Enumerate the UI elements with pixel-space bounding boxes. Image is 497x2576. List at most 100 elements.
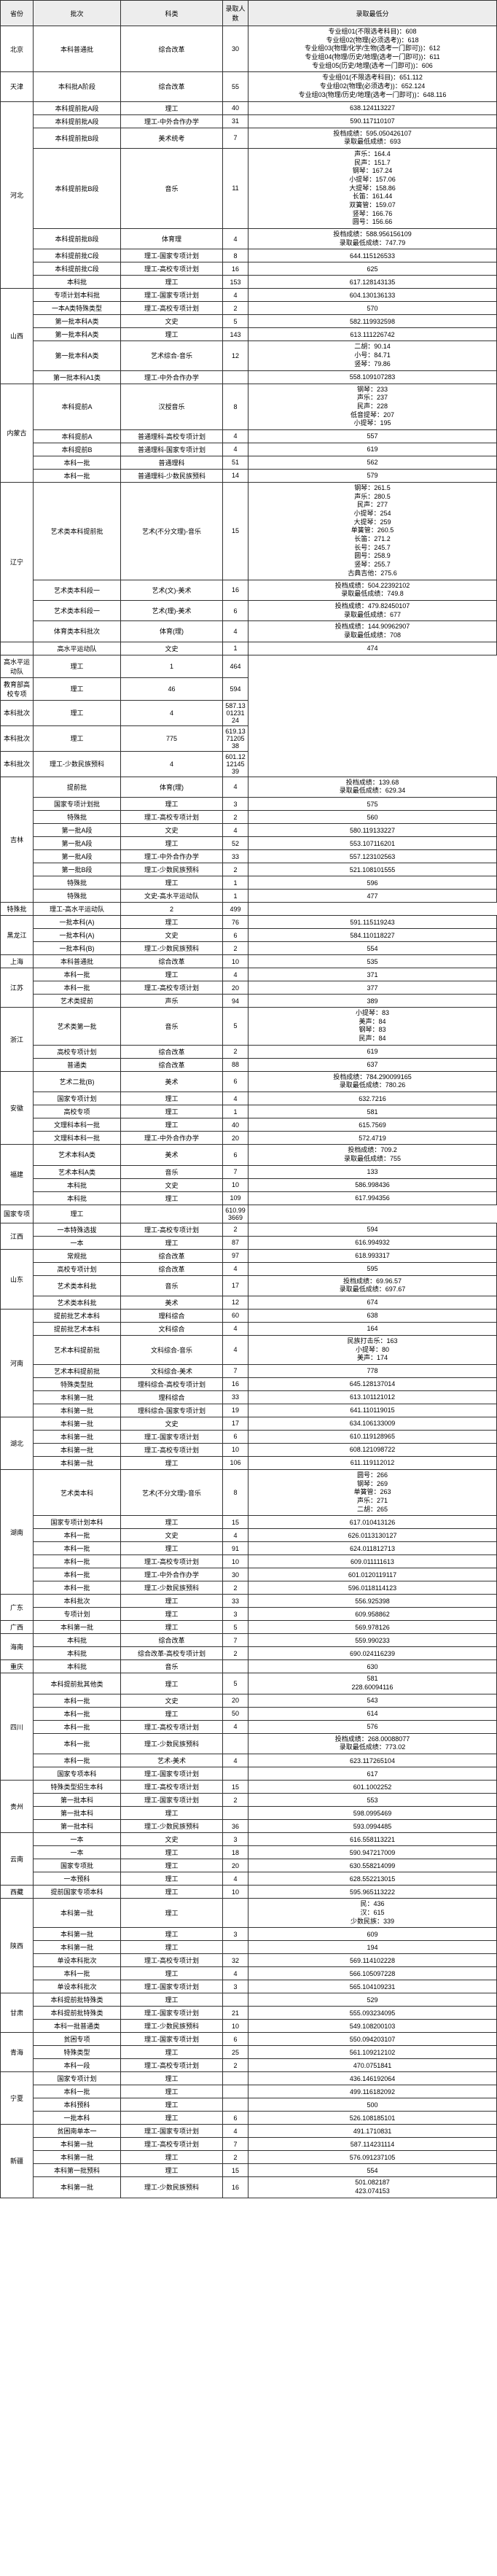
cell-score: 608.121098722 [248,1443,497,1456]
cell-batch: 教育部高校专项 [1,677,34,700]
cell-subject: 文史 [121,929,223,942]
table-row: 体育类本科批次体育(理)4投档成绩：144.90962907录取最低成绩：708 [1,621,497,642]
cell-subject: 音乐 [121,1275,223,1296]
table-row: 高校专项计划综合改革2619 [1,1045,497,1058]
cell-subject: 理工 [121,1941,223,1954]
table-row: 本科一批普通理科-少数民族预科14579 [1,469,497,482]
cell-score: 617.128143135 [248,276,497,289]
table-row: 高水平运动队文史1474 [1,642,497,655]
table-row: 本科批理工109617.994356 [1,1191,497,1205]
cell-batch: 本科一批普通类 [34,2020,121,2033]
cell-subject: 文史 [121,642,223,655]
cell-province: 河北 [1,101,34,289]
cell-count: 4 [223,1092,248,1105]
cell-batch: 本科批A阶段 [34,72,121,101]
cell-count [223,1660,248,1673]
cell-subject: 美术 [121,1145,223,1165]
cell-province: 甘肃 [1,1993,34,2033]
cell-score: 556.925398 [248,1595,497,1608]
cell-count: 31 [223,114,248,128]
cell-batch: 国家专项批 [34,1859,121,1872]
cell-batch: 一本预科 [34,1872,121,1886]
cell-count: 1 [223,890,248,903]
cell-score: 559.990233 [248,1634,497,1647]
cell-batch: 艺术类本科段一 [34,600,121,620]
cell-score: 钢琴：233声乐：237民声：228低音提琴：207小提琴：195 [248,384,497,429]
table-row: 本科提前批B段体育理4投档成绩：588.956156109录取最低成绩：747.… [1,229,497,249]
score-line: 长笛：161.44 [251,192,494,201]
score-line: 钢琴：233 [251,386,494,394]
cell-count: 4 [223,777,248,797]
cell-count: 153 [223,276,248,289]
cell-subject: 声乐 [121,995,223,1008]
cell-count: 16 [223,1377,248,1390]
table-row: 四川本科提前批其他类理工5581228.60094116 [1,1673,497,1694]
cell-score: 634.106133009 [248,1417,497,1430]
table-row: 山东常规批综合改革97618.993317 [1,1249,497,1262]
table-row: 国家专项计划本科理工15617.010413126 [1,1516,497,1529]
cell-subject: 理工-高校专项计划 [121,302,223,315]
table-row: 本科批次理工775619.137120538 [1,725,497,751]
cell-count: 3 [223,1928,248,1941]
cell-batch: 高校专项 [34,1105,121,1118]
cell-batch: 一批本科 [34,2112,121,2125]
cell-batch: 特殊批 [34,890,121,903]
cell-count: 10 [223,1443,248,1456]
cell-count [223,2085,248,2098]
score-line: 二胡：265 [251,1506,494,1514]
table-row: 艺术类本科批音乐17投档成绩：69.96.57录取最低成绩：697.67 [1,1275,497,1296]
cell-score: 558.109107283 [248,370,497,384]
cell-batch: 本科一批 [34,1581,121,1595]
table-row: 本科提前批特殊类理工-国家专项计划21555.093234095 [1,2007,497,2020]
cell-subject: 理工-少数民族预科 [121,1581,223,1595]
cell-subject: 理工 [121,1236,223,1249]
score-line: 民声：277 [251,501,494,510]
cell-subject: 理工-国家专项计划 [121,2007,223,2020]
cell-score: 436.146192064 [248,2072,497,2085]
cell-batch: 一批本科(A) [34,929,121,942]
cell-count: 4 [121,751,223,777]
cell-score: 投档成绩：504.22392102录取最低成绩：749.8 [248,580,497,600]
cell-count: 2 [223,1581,248,1595]
cell-count: 4 [223,443,248,456]
cell-count: 109 [223,1191,248,1205]
cell-batch: 本科一批 [34,1542,121,1555]
cell-batch: 本科批次 [1,751,34,777]
cell-subject: 文科综合-音乐 [121,1335,223,1364]
cell-batch: 本科一段 [34,2059,121,2072]
cell-count: 12 [223,341,248,370]
cell-count [223,1807,248,1820]
cell-count: 40 [223,1118,248,1132]
cell-batch: 国家专项计划 [34,1092,121,1105]
score-line: 古典吉他：275.6 [251,569,494,578]
cell-subject: 理工 [34,1205,121,1223]
score-line: 投档成绩：144.90962907 [251,623,494,631]
cell-batch: 本科一批 [34,456,121,469]
cell-subject: 汉授音乐 [121,384,223,429]
cell-score: 477 [248,890,497,903]
cell-count: 3 [223,1608,248,1621]
table-row: 特殊批理工-高校专项计划2560 [1,811,497,824]
cell-subject: 理工-国家专项计划 [121,1767,223,1781]
table-row: 文理科本科一批理工40615.7569 [1,1118,497,1132]
cell-province: 海南 [1,1634,34,1660]
cell-score: 576.091237105 [248,2151,497,2164]
cell-subject: 理工-国家专项计划 [121,1794,223,1807]
cell-subject: 文史 [121,1178,223,1191]
cell-subject: 理工 [121,276,223,289]
table-row: 高水平运动队理工1464 [1,655,497,677]
table-row: 本科一批理工-少数民族预科投档成绩：268.00088077录取最低成绩：773… [1,1733,497,1754]
cell-count [223,2098,248,2112]
cell-batch: 本科第一批 [34,1941,121,1954]
cell-count: 2 [223,1794,248,1807]
cell-batch: 第一批A段 [34,850,121,863]
cell-count [223,2072,248,2085]
cell-subject: 理工-高校专项计划 [121,2138,223,2151]
cell-score: 637 [248,1058,497,1071]
cell-count: 21 [223,2007,248,2020]
cell-batch: 特殊类型招生本科 [34,1781,121,1794]
table-row: 本科一批理工4566.105097228 [1,1967,497,1980]
table-row: 本科第一批理工-少数民族预科16501.082187423.074153 [1,2177,497,2198]
score-line: 声乐：237 [251,394,494,402]
cell-score: 500 [248,2098,497,2112]
